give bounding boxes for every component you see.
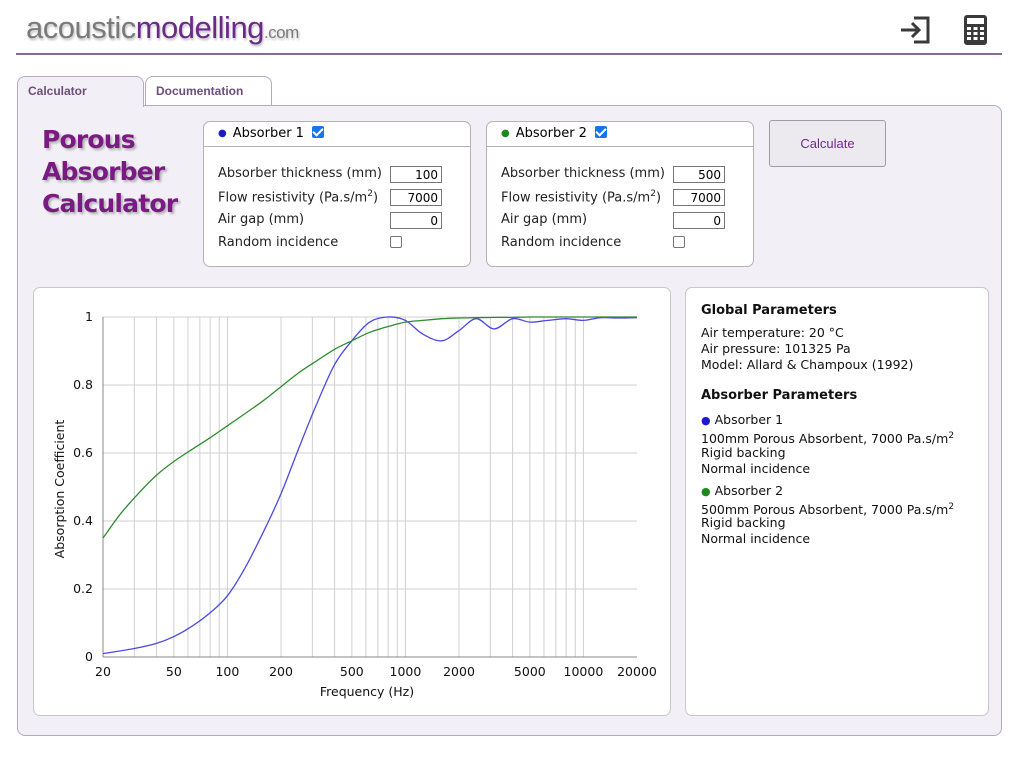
absorber-2-info-name: Absorber 2 [714,483,784,498]
x-tick-label: 500 [340,664,364,679]
absorber-1-flow-input[interactable]: 7000 [390,189,442,206]
flow-resistivity-label: Flow resistivity (Pa.s/m2) [218,189,378,205]
calculator-icon[interactable] [958,12,994,48]
x-tick-label: 1000 [390,664,422,679]
y-tick-label: 0.6 [73,445,93,460]
global-parameters-heading: Global Parameters [701,303,837,318]
flow-label-text: Flow resistivity (Pa.s/m [501,190,651,206]
calculate-button[interactable]: Calculate [769,120,886,167]
absorber-1-info-desc: 100mm Porous Absorbent, 7000 Pa.s/m2 [701,428,954,447]
random-incidence-label: Random incidence [501,235,622,250]
random-incidence-label: Random incidence [218,235,339,250]
site-logo[interactable]: acousticmodelling.com [26,10,299,46]
x-tick-label: 50 [166,664,182,679]
y-tick-label: 0.8 [73,377,93,392]
absorber-1-random-checkbox[interactable] [390,236,402,248]
series-line-absorber-2 [102,316,637,539]
absorber-1-thickness-input[interactable]: 100 [390,166,442,183]
absorber-1-info-title: ● Absorber 1 [701,412,783,429]
flow-label-suffix: ) [372,190,379,206]
model-text: Model: Allard & Champoux (1992) [701,357,914,372]
absorber-2-info-desc: 500mm Porous Absorbent, 7000 Pa.s/m2 [701,499,954,518]
parameters-panel: Global Parameters Air temperature: 20 °C… [685,287,989,716]
absorber-parameters-heading: Absorber Parameters [701,388,858,403]
absorber-2-backing: Rigid backing [701,515,786,530]
absorber-2-header: ● Absorber 2 [487,122,753,147]
air-gap-label: Air gap (mm) [501,212,588,227]
absorber-2-desc-sup: 2 [948,502,955,512]
thickness-label: Absorber thickness (mm) [218,166,382,181]
air-gap-label: Air gap (mm) [218,212,305,227]
absorber-2-label: Absorber 2 [515,126,587,141]
absorption-chart: 20 50 100 200 500 1000 2000 5000 10000 20000 0 0.2 0… [33,287,671,716]
absorber-1-color-dot: ● [218,128,227,139]
absorber-2-desc-text: 500mm Porous Absorbent, 7000 Pa.s/m [701,502,949,518]
thickness-label: Absorber thickness (mm) [501,166,665,181]
absorber-2-thickness-input[interactable]: 500 [673,166,725,183]
absorber-2-info-dot: ● [701,485,711,498]
absorber-1-enable-checkbox[interactable] [311,126,324,138]
absorber-1-info-name: Absorber 1 [714,412,784,427]
x-tick-label: 20000 [617,664,657,679]
absorber-1-header: ● Absorber 1 [204,122,470,147]
flow-resistivity-label: Flow resistivity (Pa.s/m2) [501,189,661,205]
absorber-1-info-dot: ● [701,414,711,427]
title-line-3: Calculator [42,189,178,218]
absorber-1-panel: ● Absorber 1 Absorber thickness (mm) 100 … [203,121,471,267]
y-tick-label: 0.2 [73,581,93,596]
y-tick-label: 0 [85,649,93,664]
page-title: Porous Absorber Calculator [42,124,178,220]
absorber-2-random-checkbox[interactable] [673,236,685,248]
x-tick-label: 10000 [564,664,604,679]
absorber-2-enable-checkbox[interactable] [594,126,607,138]
flow-label-text: Flow resistivity (Pa.s/m [218,190,368,206]
title-line-1: Porous [42,125,136,154]
x-axis-label: Frequency (Hz) [320,684,414,699]
air-pressure-text: Air pressure: 101325 Pa [701,341,851,356]
y-tick-label: 1 [85,309,93,324]
x-tick-label: 2000 [443,664,475,679]
absorber-1-desc-text: 100mm Porous Absorbent, 7000 Pa.s/m [701,431,949,447]
logo-text-acoustic: acoustic [26,10,136,45]
logo-text-modelling: modelling [135,10,265,45]
absorber-2-color-dot: ● [501,128,510,139]
logo-text-domain: .com [263,23,299,42]
absorber-1-incidence: Normal incidence [701,461,811,476]
flow-label-sup: 2 [650,189,656,199]
x-tick-label: 5000 [514,664,546,679]
absorber-1-backing: Rigid backing [701,445,786,460]
login-icon[interactable] [897,12,933,48]
y-tick-label: 0.4 [73,513,93,528]
y-axis-label: Absorption Coefficient [52,420,67,559]
series-line-absorber-1 [102,316,638,655]
x-tick-label: 100 [215,664,239,679]
air-temperature-text: Air temperature: 20 °C [701,325,844,340]
absorber-2-incidence: Normal incidence [701,531,811,546]
header-divider [16,53,1002,55]
absorber-1-label: Absorber 1 [232,126,304,141]
absorber-1-airgap-input[interactable]: 0 [390,212,442,229]
tab-documentation[interactable]: Documentation [145,76,272,106]
absorber-1-desc-sup: 2 [948,431,955,441]
absorber-2-info-title: ● Absorber 2 [701,483,783,500]
absorber-2-airgap-input[interactable]: 0 [673,212,725,229]
x-tick-label: 20 [95,664,111,679]
tab-calculator[interactable]: Calculator [17,76,144,107]
absorber-2-panel: ● Absorber 2 Absorber thickness (mm) 500 … [486,121,754,267]
absorber-2-flow-input[interactable]: 7000 [673,189,725,206]
title-line-2: Absorber [42,157,165,186]
flow-label-suffix: ) [655,190,662,206]
flow-label-sup: 2 [367,189,373,199]
x-tick-label: 200 [269,664,293,679]
